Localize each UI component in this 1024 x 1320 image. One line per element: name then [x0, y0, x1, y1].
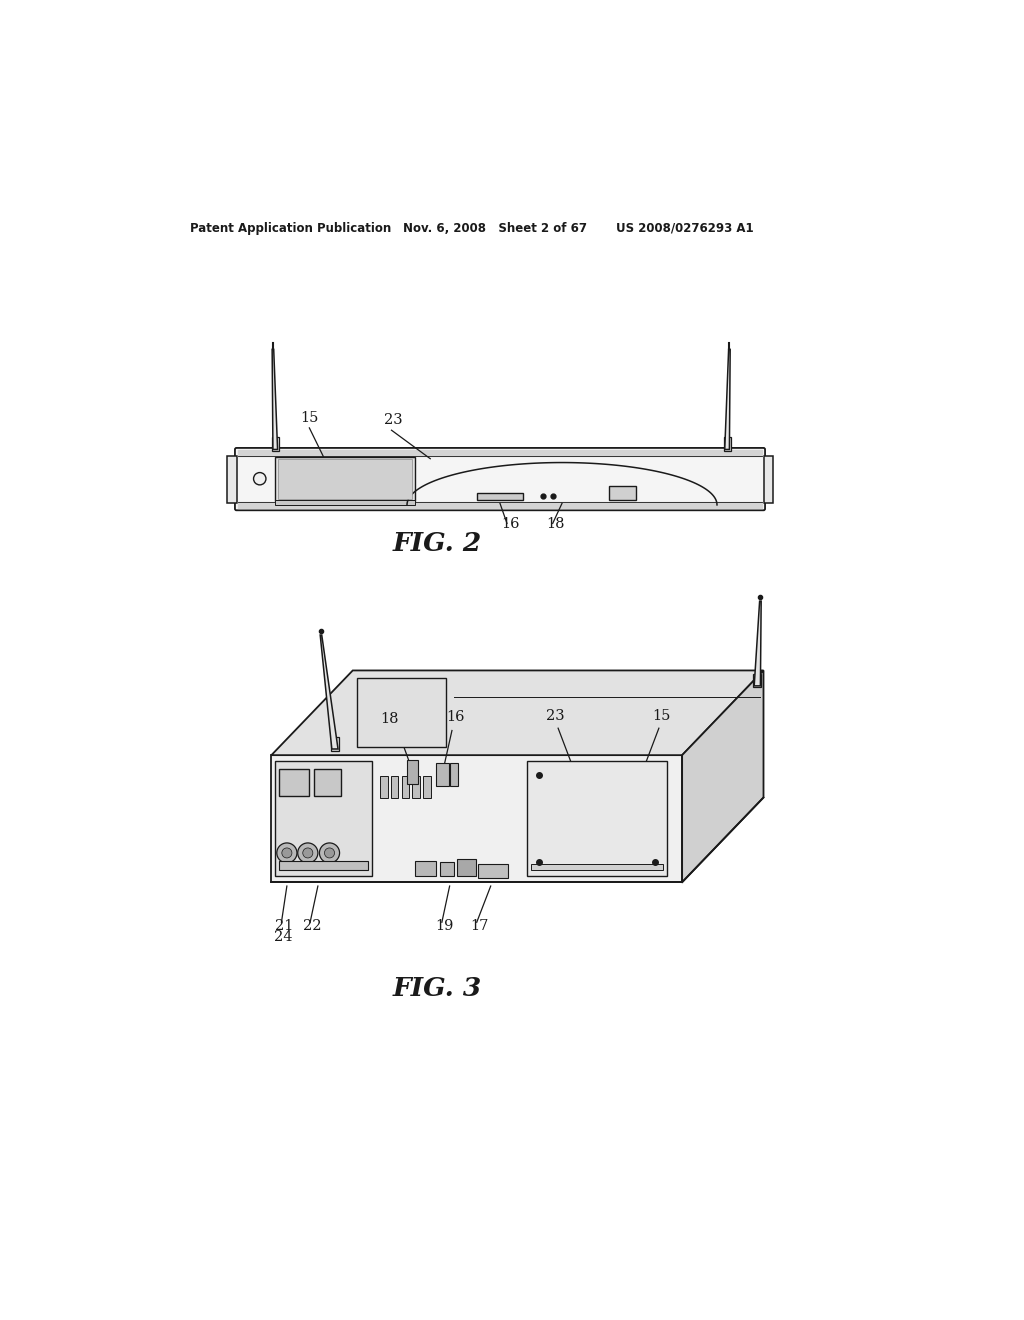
Bar [415, 861, 436, 876]
Bar [314, 770, 341, 796]
Bar [724, 437, 731, 451]
Text: FIG. 2: FIG. 2 [393, 531, 482, 556]
Polygon shape [271, 671, 764, 755]
Polygon shape [321, 635, 338, 748]
FancyBboxPatch shape [275, 457, 415, 502]
Polygon shape [755, 601, 761, 686]
Bar [531, 863, 663, 870]
Bar [439, 862, 454, 876]
Bar [280, 770, 308, 796]
Text: 18: 18 [380, 711, 398, 726]
Polygon shape [227, 455, 237, 503]
Polygon shape [682, 671, 764, 882]
Text: 24: 24 [273, 929, 292, 944]
Bar [407, 760, 418, 784]
FancyBboxPatch shape [275, 762, 372, 876]
FancyBboxPatch shape [608, 486, 636, 499]
Bar [423, 776, 431, 797]
Bar [451, 763, 458, 785]
Bar [436, 763, 449, 785]
Bar [478, 865, 508, 878]
Circle shape [319, 843, 340, 863]
Text: 16: 16 [445, 710, 464, 725]
Bar [391, 776, 398, 797]
Text: 19: 19 [435, 919, 454, 933]
FancyBboxPatch shape [275, 500, 415, 506]
Bar [280, 861, 369, 870]
FancyBboxPatch shape [234, 447, 765, 511]
Bar [380, 776, 388, 797]
Text: 23: 23 [384, 413, 402, 428]
Polygon shape [725, 350, 730, 449]
Bar [413, 776, 420, 797]
Bar [331, 737, 339, 751]
FancyBboxPatch shape [527, 762, 667, 876]
Bar [754, 673, 761, 688]
Text: 23: 23 [546, 709, 564, 723]
Text: 17: 17 [471, 919, 488, 933]
Text: 15: 15 [300, 411, 318, 425]
Bar [457, 859, 476, 876]
Text: Nov. 6, 2008   Sheet 2 of 67: Nov. 6, 2008 Sheet 2 of 67 [403, 222, 587, 235]
Polygon shape [271, 755, 682, 882]
Text: US 2008/0276293 A1: US 2008/0276293 A1 [616, 222, 754, 235]
Circle shape [303, 847, 313, 858]
FancyBboxPatch shape [278, 459, 413, 499]
Polygon shape [764, 455, 773, 503]
Bar [272, 437, 280, 451]
Text: 22: 22 [303, 919, 322, 933]
Polygon shape [272, 350, 278, 449]
FancyBboxPatch shape [356, 678, 445, 747]
FancyBboxPatch shape [477, 494, 523, 499]
Circle shape [254, 473, 266, 484]
Text: 18: 18 [547, 517, 565, 531]
Circle shape [298, 843, 317, 863]
Text: Patent Application Publication: Patent Application Publication [190, 222, 391, 235]
Circle shape [276, 843, 297, 863]
Text: 15: 15 [652, 709, 671, 723]
Circle shape [325, 847, 335, 858]
Text: FIG. 3: FIG. 3 [393, 977, 482, 1001]
Text: 16: 16 [501, 517, 519, 531]
Circle shape [282, 847, 292, 858]
Text: 21: 21 [275, 919, 294, 933]
Bar [401, 776, 410, 797]
